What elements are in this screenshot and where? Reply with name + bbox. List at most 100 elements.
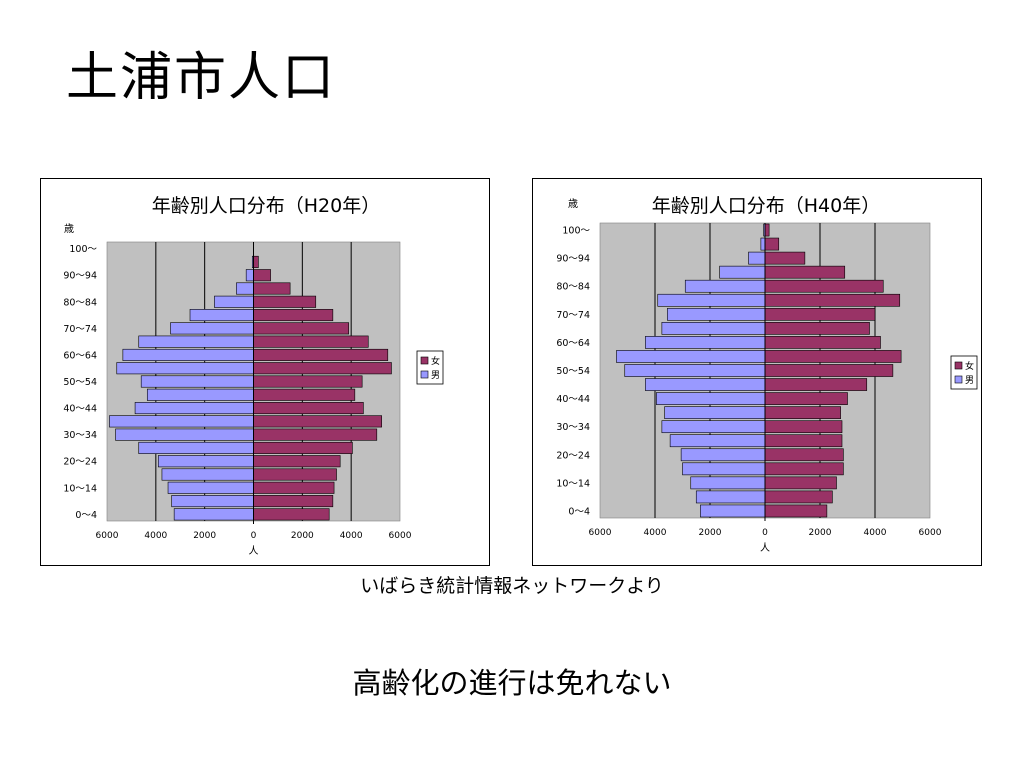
bar-female-60〜64 xyxy=(253,348,389,361)
bar-female-70〜74 xyxy=(253,322,350,335)
category-label: 50〜54 xyxy=(556,366,590,377)
bar-male-0〜4 xyxy=(173,508,254,521)
x-tick-label: 2000 xyxy=(193,531,216,541)
category-label: 80〜84 xyxy=(556,282,590,293)
category-label: 20〜24 xyxy=(63,457,97,468)
bar-male-80〜84 xyxy=(684,279,766,293)
bar-female-50〜54 xyxy=(253,375,363,388)
population-pyramid-h20: 年齢別人口分布（H20年） 歳 0〜4 10〜14 20〜24 30〜34 40〜44 50〜… xyxy=(40,178,490,566)
x-tick-label: 4000 xyxy=(864,528,887,538)
chart-title: 年齢別人口分布（H20年） xyxy=(152,195,380,217)
legend-swatch-male xyxy=(420,370,429,379)
category-label: 40〜44 xyxy=(556,394,590,405)
bar-male-10〜14 xyxy=(167,481,254,494)
bar-female-85〜89 xyxy=(764,265,846,279)
bar-male-70〜74 xyxy=(667,307,766,321)
bar-female-35〜39 xyxy=(764,406,841,419)
x-tick-label: 6000 xyxy=(589,528,612,538)
bar-male-45〜49 xyxy=(645,378,766,391)
bar-male-65〜69 xyxy=(661,322,766,335)
bar-male-85〜89 xyxy=(719,265,766,279)
bar-male-60〜64 xyxy=(122,348,254,361)
bar-female-40〜44 xyxy=(253,402,364,415)
bar-male-90〜94 xyxy=(245,269,254,282)
bar-female-100〜 xyxy=(764,223,770,237)
bar-female-75〜79 xyxy=(764,293,901,307)
legend-label-female: 女 xyxy=(431,355,440,367)
bar-male-25〜29 xyxy=(669,434,766,448)
bar-female-25〜29 xyxy=(253,441,353,454)
bar-male-35〜39 xyxy=(664,406,766,419)
population-pyramid-h40: 年齢別人口分布（H40年） 歳 0〜4 10〜14 20〜24 30〜34 40〜44 50〜… xyxy=(532,178,982,566)
bar-female-25〜29 xyxy=(764,434,843,448)
legend-box xyxy=(950,355,978,390)
category-label: 100〜 xyxy=(562,226,590,237)
category-label: 10〜14 xyxy=(556,478,590,489)
bar-male-20〜24 xyxy=(157,455,254,468)
pyramid-h20-svg: 年齢別人口分布（H20年） 歳 0〜4 10〜14 20〜24 30〜34 40〜44 50〜… xyxy=(63,195,444,557)
chart-title: 年齢別人口分布（H40年） xyxy=(652,195,880,217)
bar-male-80〜84 xyxy=(214,295,254,308)
bar-male-15〜19 xyxy=(682,462,766,476)
x-tick-label: 0 xyxy=(762,528,768,538)
bar-male-35〜39 xyxy=(109,415,254,428)
legend-label-male: 男 xyxy=(965,375,974,386)
category-label: 30〜34 xyxy=(63,430,97,441)
category-label: 10〜14 xyxy=(63,483,97,494)
bar-male-40〜44 xyxy=(134,402,254,415)
bar-male-25〜29 xyxy=(138,441,254,454)
bar-male-85〜89 xyxy=(236,282,254,295)
bar-male-10〜14 xyxy=(690,476,766,490)
bar-male-50〜54 xyxy=(140,375,254,388)
x-tick-label: 4000 xyxy=(340,531,363,541)
bar-female-0〜4 xyxy=(253,508,330,521)
bar-female-30〜34 xyxy=(764,420,843,434)
bar-female-5〜9 xyxy=(253,495,334,508)
bar-male-40〜44 xyxy=(656,392,766,405)
category-label: 40〜44 xyxy=(63,404,97,415)
category-label: 50〜54 xyxy=(63,377,97,388)
x-tick-label: 6000 xyxy=(389,531,412,541)
bar-male-70〜74 xyxy=(170,322,254,335)
conclusion-text: 高齢化の進行は免れない xyxy=(352,666,672,700)
bar-female-20〜24 xyxy=(764,448,844,462)
legend-label-male: 男 xyxy=(431,370,440,381)
bar-male-75〜79 xyxy=(189,309,254,322)
x-tick-label: 4000 xyxy=(644,528,667,538)
category-label: 30〜34 xyxy=(556,422,590,433)
bar-female-5〜9 xyxy=(764,490,833,504)
bar-female-85〜89 xyxy=(253,282,291,295)
category-label: 70〜74 xyxy=(63,324,97,335)
bar-male-15〜19 xyxy=(161,468,254,481)
bar-female-40〜44 xyxy=(764,392,848,405)
y-axis-label: 歳 xyxy=(64,223,74,235)
legend-swatch-female xyxy=(420,356,429,365)
bar-male-55〜59 xyxy=(616,350,766,363)
bar-male-5〜9 xyxy=(695,490,766,504)
bar-female-70〜74 xyxy=(764,307,876,321)
bar-female-60〜64 xyxy=(764,336,881,349)
category-label: 60〜64 xyxy=(556,338,590,349)
category-label: 90〜94 xyxy=(63,271,97,282)
category-label: 0〜4 xyxy=(568,506,590,517)
bar-female-10〜14 xyxy=(253,481,335,494)
category-label: 0〜4 xyxy=(75,510,97,521)
bar-female-45〜49 xyxy=(764,378,868,391)
bar-male-20〜24 xyxy=(680,448,766,462)
bar-female-90〜94 xyxy=(253,269,271,282)
bar-male-65〜69 xyxy=(138,335,254,348)
bar-female-10〜14 xyxy=(764,476,837,490)
category-label: 80〜84 xyxy=(63,297,97,308)
category-label: 70〜74 xyxy=(556,310,590,321)
legend-label-female: 女 xyxy=(965,360,974,372)
bar-male-0〜4 xyxy=(700,504,766,518)
legend-swatch-female xyxy=(954,361,963,370)
bar-male-95〜99 xyxy=(760,237,766,251)
slide-title: 土浦市人口 xyxy=(66,48,337,108)
bar-female-20〜24 xyxy=(253,455,341,468)
bar-male-30〜34 xyxy=(661,420,766,434)
pyramid-h40-svg: 年齢別人口分布（H40年） 歳 0〜4 10〜14 20〜24 30〜34 40〜44 50〜… xyxy=(556,195,978,554)
bar-female-50〜54 xyxy=(764,364,894,377)
x-axis-label: 人 xyxy=(760,542,770,554)
category-label: 20〜24 xyxy=(556,450,590,461)
